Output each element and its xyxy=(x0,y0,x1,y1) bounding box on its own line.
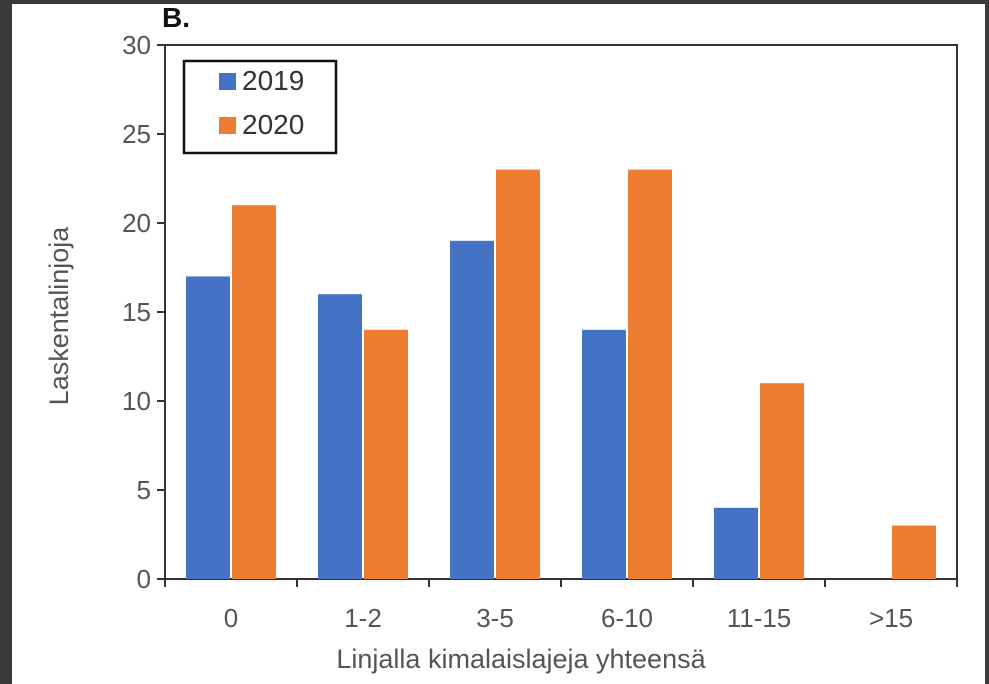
y-tick-label: 15 xyxy=(122,297,151,327)
bar-chart: 0 5 10 15 20 25 30 0 1-2 3-5 6-10 11-15 >15 2019 2020… xyxy=(44,30,958,674)
bar-2019-11-15 xyxy=(714,507,758,579)
chart-frame: B. 0 5 10 15 20 25 30 0 1-2 3-5 6-10 11-15 >15 2019 2… xyxy=(12,2,985,684)
y-tick-label: 30 xyxy=(122,30,151,60)
bar-2019-0 xyxy=(186,276,230,579)
legend-label-2020: 2020 xyxy=(242,109,304,140)
y-tick-label: 0 xyxy=(137,564,151,594)
legend: 2019 2020 xyxy=(182,59,338,155)
bar-2019-3-5 xyxy=(450,240,494,580)
legend-swatch-2019 xyxy=(219,73,236,90)
y-tick-label: 10 xyxy=(122,386,151,416)
legend-label-2019: 2019 xyxy=(242,65,304,96)
bar-2020-3-5 xyxy=(496,169,540,579)
x-axis-title: Linjalla kimalaislajeja yhteensä xyxy=(336,644,706,674)
axes: 0 5 10 15 20 25 30 0 1-2 3-5 6-10 11-15 >15 xyxy=(122,30,958,633)
bar-2019-1-2 xyxy=(318,294,362,579)
y-tick-label: 20 xyxy=(122,208,151,238)
x-tick-label: 11-15 xyxy=(727,603,792,633)
x-tick-label: 1-2 xyxy=(344,603,382,633)
bar-2020-6-10 xyxy=(628,169,672,579)
y-axis-title: Laskentalinjoja xyxy=(44,226,74,406)
bar-2020-11-15 xyxy=(760,383,804,579)
bars xyxy=(186,169,936,580)
y-tick-label: 25 xyxy=(122,119,151,149)
panel-label: B. xyxy=(162,2,190,33)
x-tick-label: 3-5 xyxy=(476,603,514,633)
legend-box xyxy=(182,59,338,155)
bar-2020->15 xyxy=(892,525,936,579)
y-tick-label: 5 xyxy=(137,475,151,505)
x-tick-label: >15 xyxy=(869,603,913,633)
bar-2020-1-2 xyxy=(364,329,408,579)
legend-swatch-2020 xyxy=(219,117,236,134)
x-tick-label: 0 xyxy=(224,603,238,633)
bar-2019-6-10 xyxy=(582,329,626,579)
x-tick-label: 6-10 xyxy=(601,603,653,633)
bar-2020-0 xyxy=(232,205,276,579)
